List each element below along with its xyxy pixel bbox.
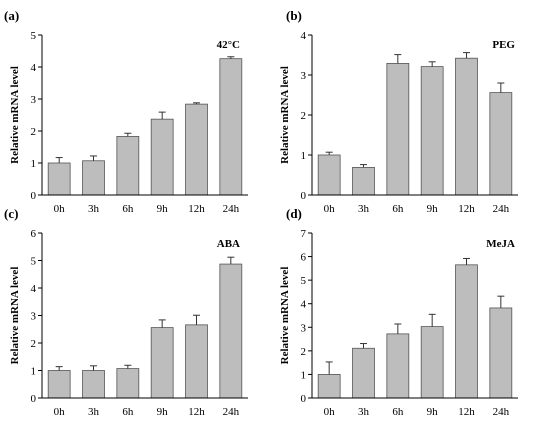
bar-6h bbox=[116, 368, 140, 399]
y-tick-label: 6 bbox=[301, 252, 307, 264]
treatment-label: PEG bbox=[492, 39, 515, 51]
x-tick-label: 3h bbox=[88, 203, 100, 215]
x-tick-label: 3h bbox=[358, 406, 370, 418]
x-tick-label: 24h bbox=[223, 406, 240, 418]
x-tick-label: 9h bbox=[427, 203, 439, 215]
y-tick-label: 3 bbox=[31, 311, 37, 323]
y-tick-label: 1 bbox=[31, 158, 37, 170]
y-tick-label: 5 bbox=[31, 256, 37, 268]
y-tick-label: 4 bbox=[31, 62, 37, 74]
x-tick-label: 6h bbox=[122, 406, 134, 418]
panel-label: (a) bbox=[4, 8, 19, 23]
y-tick-label: 4 bbox=[301, 299, 307, 311]
panel-label: (c) bbox=[4, 206, 18, 221]
y-tick-label: 1 bbox=[31, 366, 37, 378]
bar-24h bbox=[219, 263, 243, 399]
bar-0h bbox=[47, 162, 71, 196]
y-axis-label: Relative mRNA level bbox=[9, 66, 21, 164]
bar-0h bbox=[317, 374, 341, 399]
bar-6h bbox=[386, 63, 410, 196]
chart-panel-1: (a) 42°C Relative mRNA level 0h 3h 6h 9h 12h 24h… bbox=[4, 8, 248, 215]
y-tick-label: 3 bbox=[31, 94, 37, 106]
bar-9h bbox=[150, 327, 174, 399]
x-tick-label: 0h bbox=[324, 203, 336, 215]
y-tick-label: 0 bbox=[31, 190, 37, 202]
bar-6h bbox=[116, 136, 140, 196]
y-tick-label: 0 bbox=[301, 190, 307, 202]
x-tick-label: 3h bbox=[88, 406, 100, 418]
x-tick-label: 0h bbox=[54, 406, 66, 418]
y-tick-label: 3 bbox=[301, 322, 307, 334]
y-axis-label: Relative mRNA level bbox=[9, 267, 21, 365]
y-tick-label: 4 bbox=[31, 283, 37, 295]
chart-panel-2: (b) PEG Relative mRNA level 0h 3h 6h 9h 12h 24h 0… bbox=[279, 8, 518, 215]
x-tick-label: 24h bbox=[493, 203, 510, 215]
bar-24h bbox=[489, 92, 513, 196]
y-axis-label: Relative mRNA level bbox=[279, 66, 291, 164]
panel-label: (b) bbox=[286, 8, 302, 23]
bar-12h bbox=[455, 264, 478, 399]
bar-24h bbox=[489, 307, 513, 399]
x-tick-label: 0h bbox=[324, 406, 336, 418]
y-tick-label: 5 bbox=[31, 30, 37, 42]
y-tick-label: 2 bbox=[301, 110, 307, 122]
x-tick-label: 12h bbox=[458, 406, 475, 418]
treatment-label: MeJA bbox=[486, 238, 515, 250]
bar-12h bbox=[455, 57, 478, 196]
bar-3h bbox=[352, 347, 375, 399]
bar-12h bbox=[185, 324, 208, 399]
bar-9h bbox=[150, 118, 174, 196]
bar-9h bbox=[420, 326, 444, 399]
x-tick-label: 6h bbox=[392, 203, 404, 215]
bar-0h bbox=[47, 370, 71, 399]
x-tick-label: 12h bbox=[188, 203, 205, 215]
bar-0h bbox=[317, 154, 341, 196]
bar-24h bbox=[219, 58, 243, 196]
y-tick-label: 4 bbox=[301, 30, 307, 42]
y-tick-label: 2 bbox=[31, 126, 37, 138]
y-tick-label: 5 bbox=[301, 275, 307, 287]
x-tick-label: 12h bbox=[188, 406, 205, 418]
y-tick-label: 7 bbox=[301, 228, 307, 240]
x-tick-label: 0h bbox=[54, 203, 66, 215]
y-tick-label: 3 bbox=[301, 70, 307, 82]
y-tick-label: 1 bbox=[301, 150, 307, 162]
x-tick-label: 3h bbox=[358, 203, 370, 215]
treatment-label: ABA bbox=[217, 238, 240, 250]
y-tick-label: 6 bbox=[31, 228, 37, 240]
bar-3h bbox=[82, 370, 105, 399]
x-tick-label: 6h bbox=[122, 203, 134, 215]
y-tick-label: 0 bbox=[31, 393, 37, 405]
bar-3h bbox=[82, 160, 105, 196]
chart-panel-3: (c) ABA Relative mRNA level 0h 3h 6h 9h 12h 24h 0… bbox=[4, 206, 248, 418]
chart-panel-4: (d) MeJA Relative mRNA level 0h 3h 6h 9h 12h 24h… bbox=[279, 206, 518, 418]
y-axis-label: Relative mRNA level bbox=[279, 267, 291, 365]
panel-label: (d) bbox=[286, 206, 302, 221]
x-tick-label: 9h bbox=[157, 406, 169, 418]
x-tick-label: 9h bbox=[157, 203, 169, 215]
treatment-label: 42°C bbox=[217, 39, 240, 51]
x-tick-label: 9h bbox=[427, 406, 439, 418]
y-tick-label: 1 bbox=[301, 369, 307, 381]
x-tick-label: 12h bbox=[458, 203, 475, 215]
bar-12h bbox=[185, 103, 208, 196]
bar-9h bbox=[420, 66, 444, 196]
y-tick-label: 2 bbox=[301, 346, 307, 358]
bar-6h bbox=[386, 333, 410, 399]
y-tick-label: 0 bbox=[301, 393, 307, 405]
x-tick-label: 24h bbox=[223, 203, 240, 215]
y-tick-label: 2 bbox=[31, 338, 37, 350]
bar-3h bbox=[352, 166, 375, 196]
x-tick-label: 24h bbox=[493, 406, 510, 418]
x-tick-label: 6h bbox=[392, 406, 404, 418]
